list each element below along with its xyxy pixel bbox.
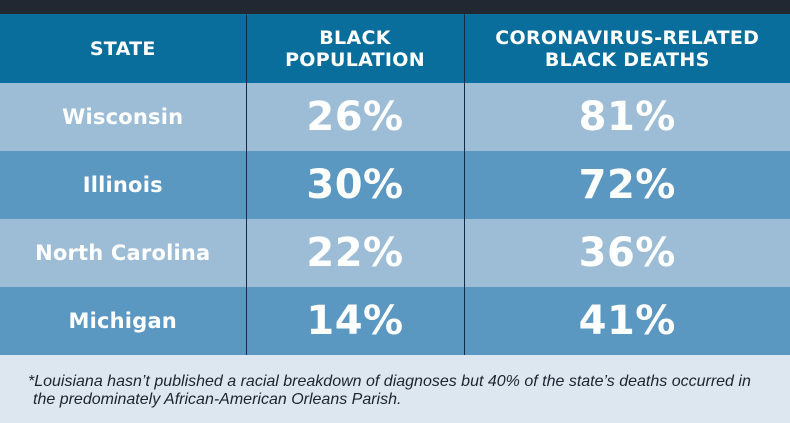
top-bar [0,0,790,14]
table-row: North Carolina 22% 36% [0,219,790,287]
header-black-deaths-line-2: BLACK DEATHS [544,48,710,71]
black-deaths-cell: 36% [463,219,790,287]
state-cell: Wisconsin [0,83,246,151]
header-state: STATE [0,14,246,83]
header-black-population-line-2: POPULATION [285,48,425,71]
black-population-cell: 22% [245,219,464,287]
black-deaths-cell: 72% [463,151,790,219]
state-cell: Michigan [0,287,246,355]
footnote: *Louisiana hasn’t published a racial bre… [28,373,751,408]
header-row: STATE BLACK POPULATION CORONAVIRUS-RELAT… [0,14,790,83]
data-table: STATE BLACK POPULATION CORONAVIRUS-RELAT… [0,14,790,355]
footnote-area: *Louisiana hasn’t published a racial bre… [0,357,790,423]
state-cell: North Carolina [0,219,246,287]
black-population-cell: 26% [245,83,464,151]
header-black-population: BLACK POPULATION [245,14,464,83]
table-row: Illinois 30% 72% [0,151,790,219]
black-deaths-cell: 41% [463,287,790,355]
black-population-cell: 14% [245,287,464,355]
table-row: Wisconsin 26% 81% [0,83,790,151]
header-black-population-line-1: BLACK [319,26,391,49]
state-cell: Illinois [0,151,246,219]
black-deaths-cell: 81% [463,83,790,151]
header-black-deaths-line-1: CORONAVIRUS-RELATED [495,26,760,49]
table-row: Michigan 14% 41% [0,287,790,355]
table-header: STATE BLACK POPULATION CORONAVIRUS-RELAT… [0,14,790,83]
table-body: Wisconsin 26% 81% Illinois 30% 72% North… [0,83,790,355]
black-population-cell: 30% [245,151,464,219]
header-state-line-1: STATE [89,37,156,60]
header-black-deaths: CORONAVIRUS-RELATED BLACK DEATHS [463,14,790,83]
